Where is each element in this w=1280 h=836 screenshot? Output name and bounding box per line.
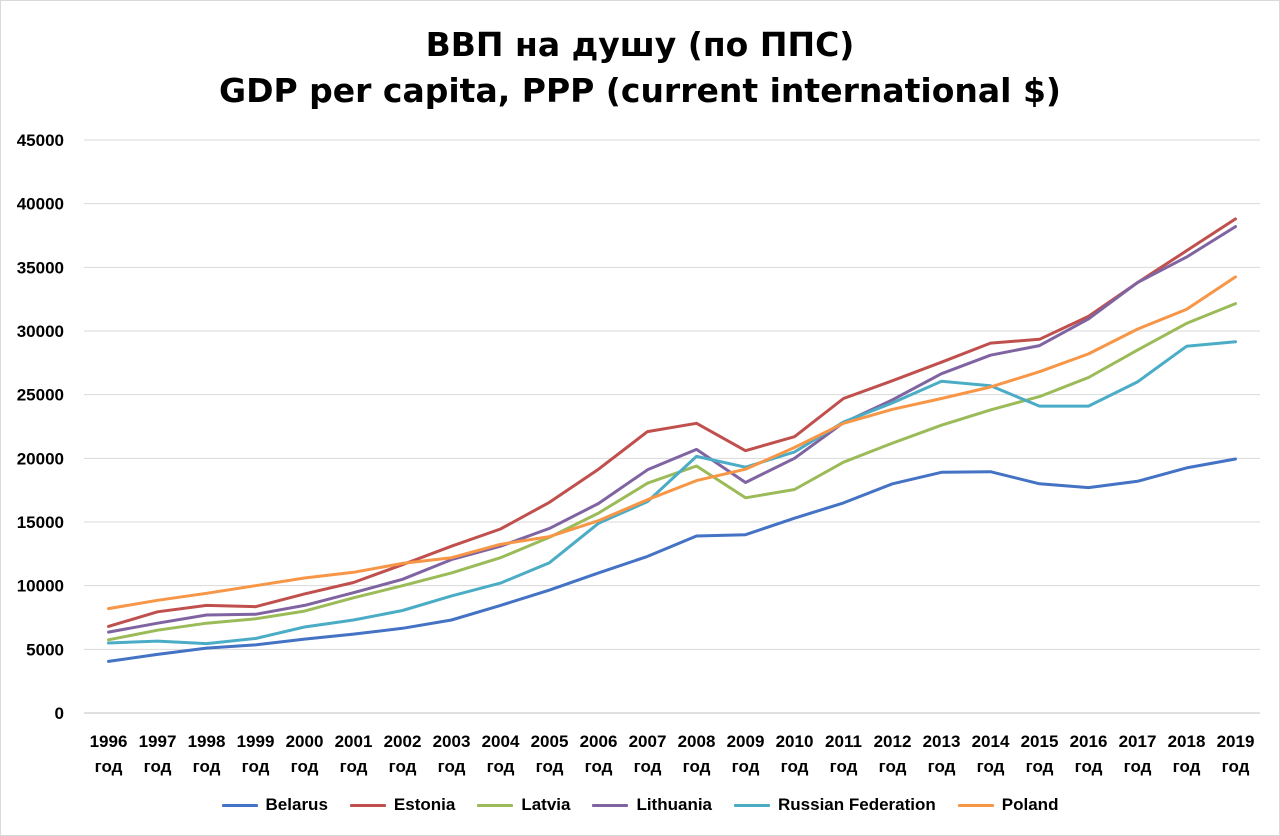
legend-label: Belarus <box>265 795 328 814</box>
x-tick-suffix: год <box>193 757 221 776</box>
x-tick-label: 2018 <box>1168 732 1206 751</box>
x-tick-label: 2017 <box>1119 732 1157 751</box>
legend-item-estonia: Estonia <box>349 795 456 815</box>
y-tick-label: 5000 <box>26 640 64 659</box>
x-tick-label: 1999 <box>237 732 275 751</box>
y-tick-label: 35000 <box>17 258 64 277</box>
x-tick-suffix: год <box>879 757 907 776</box>
series-line-estonia <box>107 217 1237 628</box>
y-tick-label: 40000 <box>17 195 64 214</box>
x-tick-label: 2008 <box>678 732 716 751</box>
x-tick-suffix: год <box>732 757 760 776</box>
x-tick-suffix: год <box>291 757 319 776</box>
x-tick-suffix: год <box>536 757 564 776</box>
x-tick-suffix: год <box>242 757 270 776</box>
x-tick-suffix: год <box>977 757 1005 776</box>
series-line-belarus <box>107 457 1237 663</box>
x-tick-label: 2007 <box>629 732 667 751</box>
legend-item-poland: Poland <box>957 795 1059 815</box>
legend-label: Latvia <box>521 795 571 814</box>
x-tick-label: 2000 <box>286 732 324 751</box>
x-tick-suffix: год <box>340 757 368 776</box>
x-tick-suffix: год <box>1124 757 1152 776</box>
x-tick-suffix: год <box>1075 757 1103 776</box>
legend-swatch <box>349 803 386 807</box>
x-tick-suffix: год <box>1222 757 1250 776</box>
chart-title-line-1: ВВП на душу (по ППС) <box>425 25 855 64</box>
legend-label: Estonia <box>393 795 456 814</box>
y-axis-ticks: 0 5000 10000 15000 20000 25000 30000 35000 40000… <box>17 131 64 723</box>
x-tick-label: 2009 <box>727 732 765 751</box>
x-tick-label: 2012 <box>874 732 912 751</box>
x-tick-label: 2014 <box>972 732 1010 751</box>
y-tick-label: 25000 <box>17 386 64 405</box>
x-tick-suffix: год <box>438 757 466 776</box>
x-tick-label: 2001 <box>335 732 373 751</box>
x-tick-suffix: год <box>487 757 515 776</box>
series-line-poland <box>107 275 1237 611</box>
legend-item-latvia: Latvia <box>477 795 570 815</box>
y-tick-label: 20000 <box>17 449 64 468</box>
x-tick-suffix: год <box>683 757 711 776</box>
x-tick-label: 2010 <box>776 732 814 751</box>
x-tick-label: 1998 <box>188 732 226 751</box>
legend-swatch <box>592 803 629 807</box>
chart-legend: Belarus Estonia Latvia Lithuania Russian Fed… <box>0 795 1280 815</box>
x-tick-suffix: год <box>95 757 123 776</box>
x-tick-label: 2013 <box>923 732 961 751</box>
y-tick-label: 10000 <box>17 577 64 596</box>
x-tick-label: 2006 <box>580 732 618 751</box>
x-tick-label: 1996 <box>90 732 128 751</box>
series-line-latvia <box>107 302 1237 642</box>
legend-swatch <box>734 803 771 807</box>
x-tick-suffix: год <box>585 757 613 776</box>
x-tick-suffix: год <box>830 757 858 776</box>
legend-item-russian-federation: Russian Federation <box>734 795 936 815</box>
gridlines <box>84 139 1260 714</box>
series-line-lithuania <box>107 225 1237 634</box>
y-tick-label: 45000 <box>17 131 64 150</box>
x-tick-suffix: год <box>389 757 417 776</box>
x-tick-label: 2002 <box>384 732 422 751</box>
x-tick-suffix: год <box>928 757 956 776</box>
x-tick-suffix: год <box>1173 757 1201 776</box>
legend-swatch <box>221 803 258 807</box>
x-tick-label: 2005 <box>531 732 569 751</box>
x-tick-label: 2016 <box>1070 732 1108 751</box>
chart-title: ВВП на душу (по ППС) GDP per capita, PPP… <box>0 22 1280 114</box>
legend-item-belarus: Belarus <box>221 795 328 815</box>
x-tick-label: 2019 <box>1217 732 1255 751</box>
x-tick-suffix: год <box>1026 757 1054 776</box>
legend-swatch <box>957 803 994 807</box>
series-line-russian-federation <box>107 340 1237 646</box>
legend-label: Lithuania <box>636 795 713 814</box>
y-tick-label: 15000 <box>17 513 64 532</box>
x-axis-ticks: 1996 год 1997 год 1998 год 1999 год 2000 год 2001 г… <box>90 732 1255 776</box>
x-tick-label: 1997 <box>139 732 177 751</box>
y-tick-label: 30000 <box>17 322 64 341</box>
legend-label: Russian Federation <box>778 795 936 814</box>
x-tick-label: 2004 <box>482 732 520 751</box>
x-tick-suffix: год <box>634 757 662 776</box>
x-tick-suffix: год <box>144 757 172 776</box>
x-tick-label: 2003 <box>433 732 471 751</box>
x-tick-label: 2015 <box>1021 732 1059 751</box>
x-tick-label: 2011 <box>825 732 862 751</box>
y-tick-label: 0 <box>55 704 64 723</box>
x-tick-suffix: год <box>781 757 809 776</box>
legend-item-lithuania: Lithuania <box>592 795 712 815</box>
legend-label: Poland <box>1001 795 1059 814</box>
legend-swatch <box>477 803 514 807</box>
chart-title-line-2: GDP per capita, PPP (current internation… <box>219 71 1061 110</box>
